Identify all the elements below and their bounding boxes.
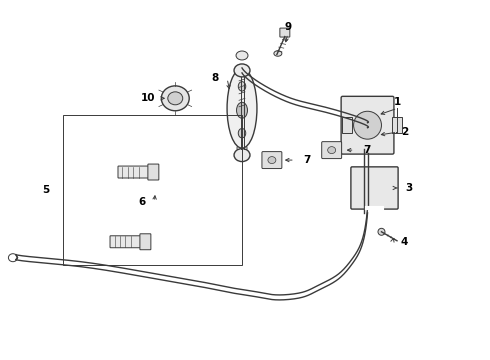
Text: 5: 5 [42,185,49,195]
Ellipse shape [328,147,336,154]
Ellipse shape [168,92,183,105]
Ellipse shape [238,82,246,91]
Bar [342,117,352,133]
Ellipse shape [274,51,282,56]
Ellipse shape [234,64,250,77]
FancyBboxPatch shape [262,152,282,168]
Ellipse shape [238,129,246,138]
FancyBboxPatch shape [280,28,290,37]
Ellipse shape [354,111,382,139]
FancyBboxPatch shape [118,166,149,178]
FancyBboxPatch shape [351,167,398,209]
Text: 1: 1 [394,97,401,107]
FancyBboxPatch shape [148,164,159,180]
Ellipse shape [236,51,248,60]
FancyBboxPatch shape [322,141,342,159]
Ellipse shape [161,86,189,111]
Text: 7: 7 [363,145,370,155]
Ellipse shape [234,149,250,162]
Text: 4: 4 [401,237,408,247]
FancyBboxPatch shape [341,96,394,154]
Bar [392,117,402,133]
Text: 3: 3 [406,183,413,193]
Text: 7: 7 [303,155,311,165]
Text: 2: 2 [401,127,408,137]
Bar [63,115,242,265]
Text: 6: 6 [139,197,146,207]
FancyBboxPatch shape [110,236,141,248]
FancyBboxPatch shape [140,234,151,250]
Ellipse shape [237,102,247,118]
Ellipse shape [268,157,276,163]
Text: 10: 10 [141,93,156,103]
Text: 8: 8 [212,73,219,84]
Text: 9: 9 [284,22,292,32]
Ellipse shape [378,228,385,235]
Ellipse shape [227,68,257,148]
